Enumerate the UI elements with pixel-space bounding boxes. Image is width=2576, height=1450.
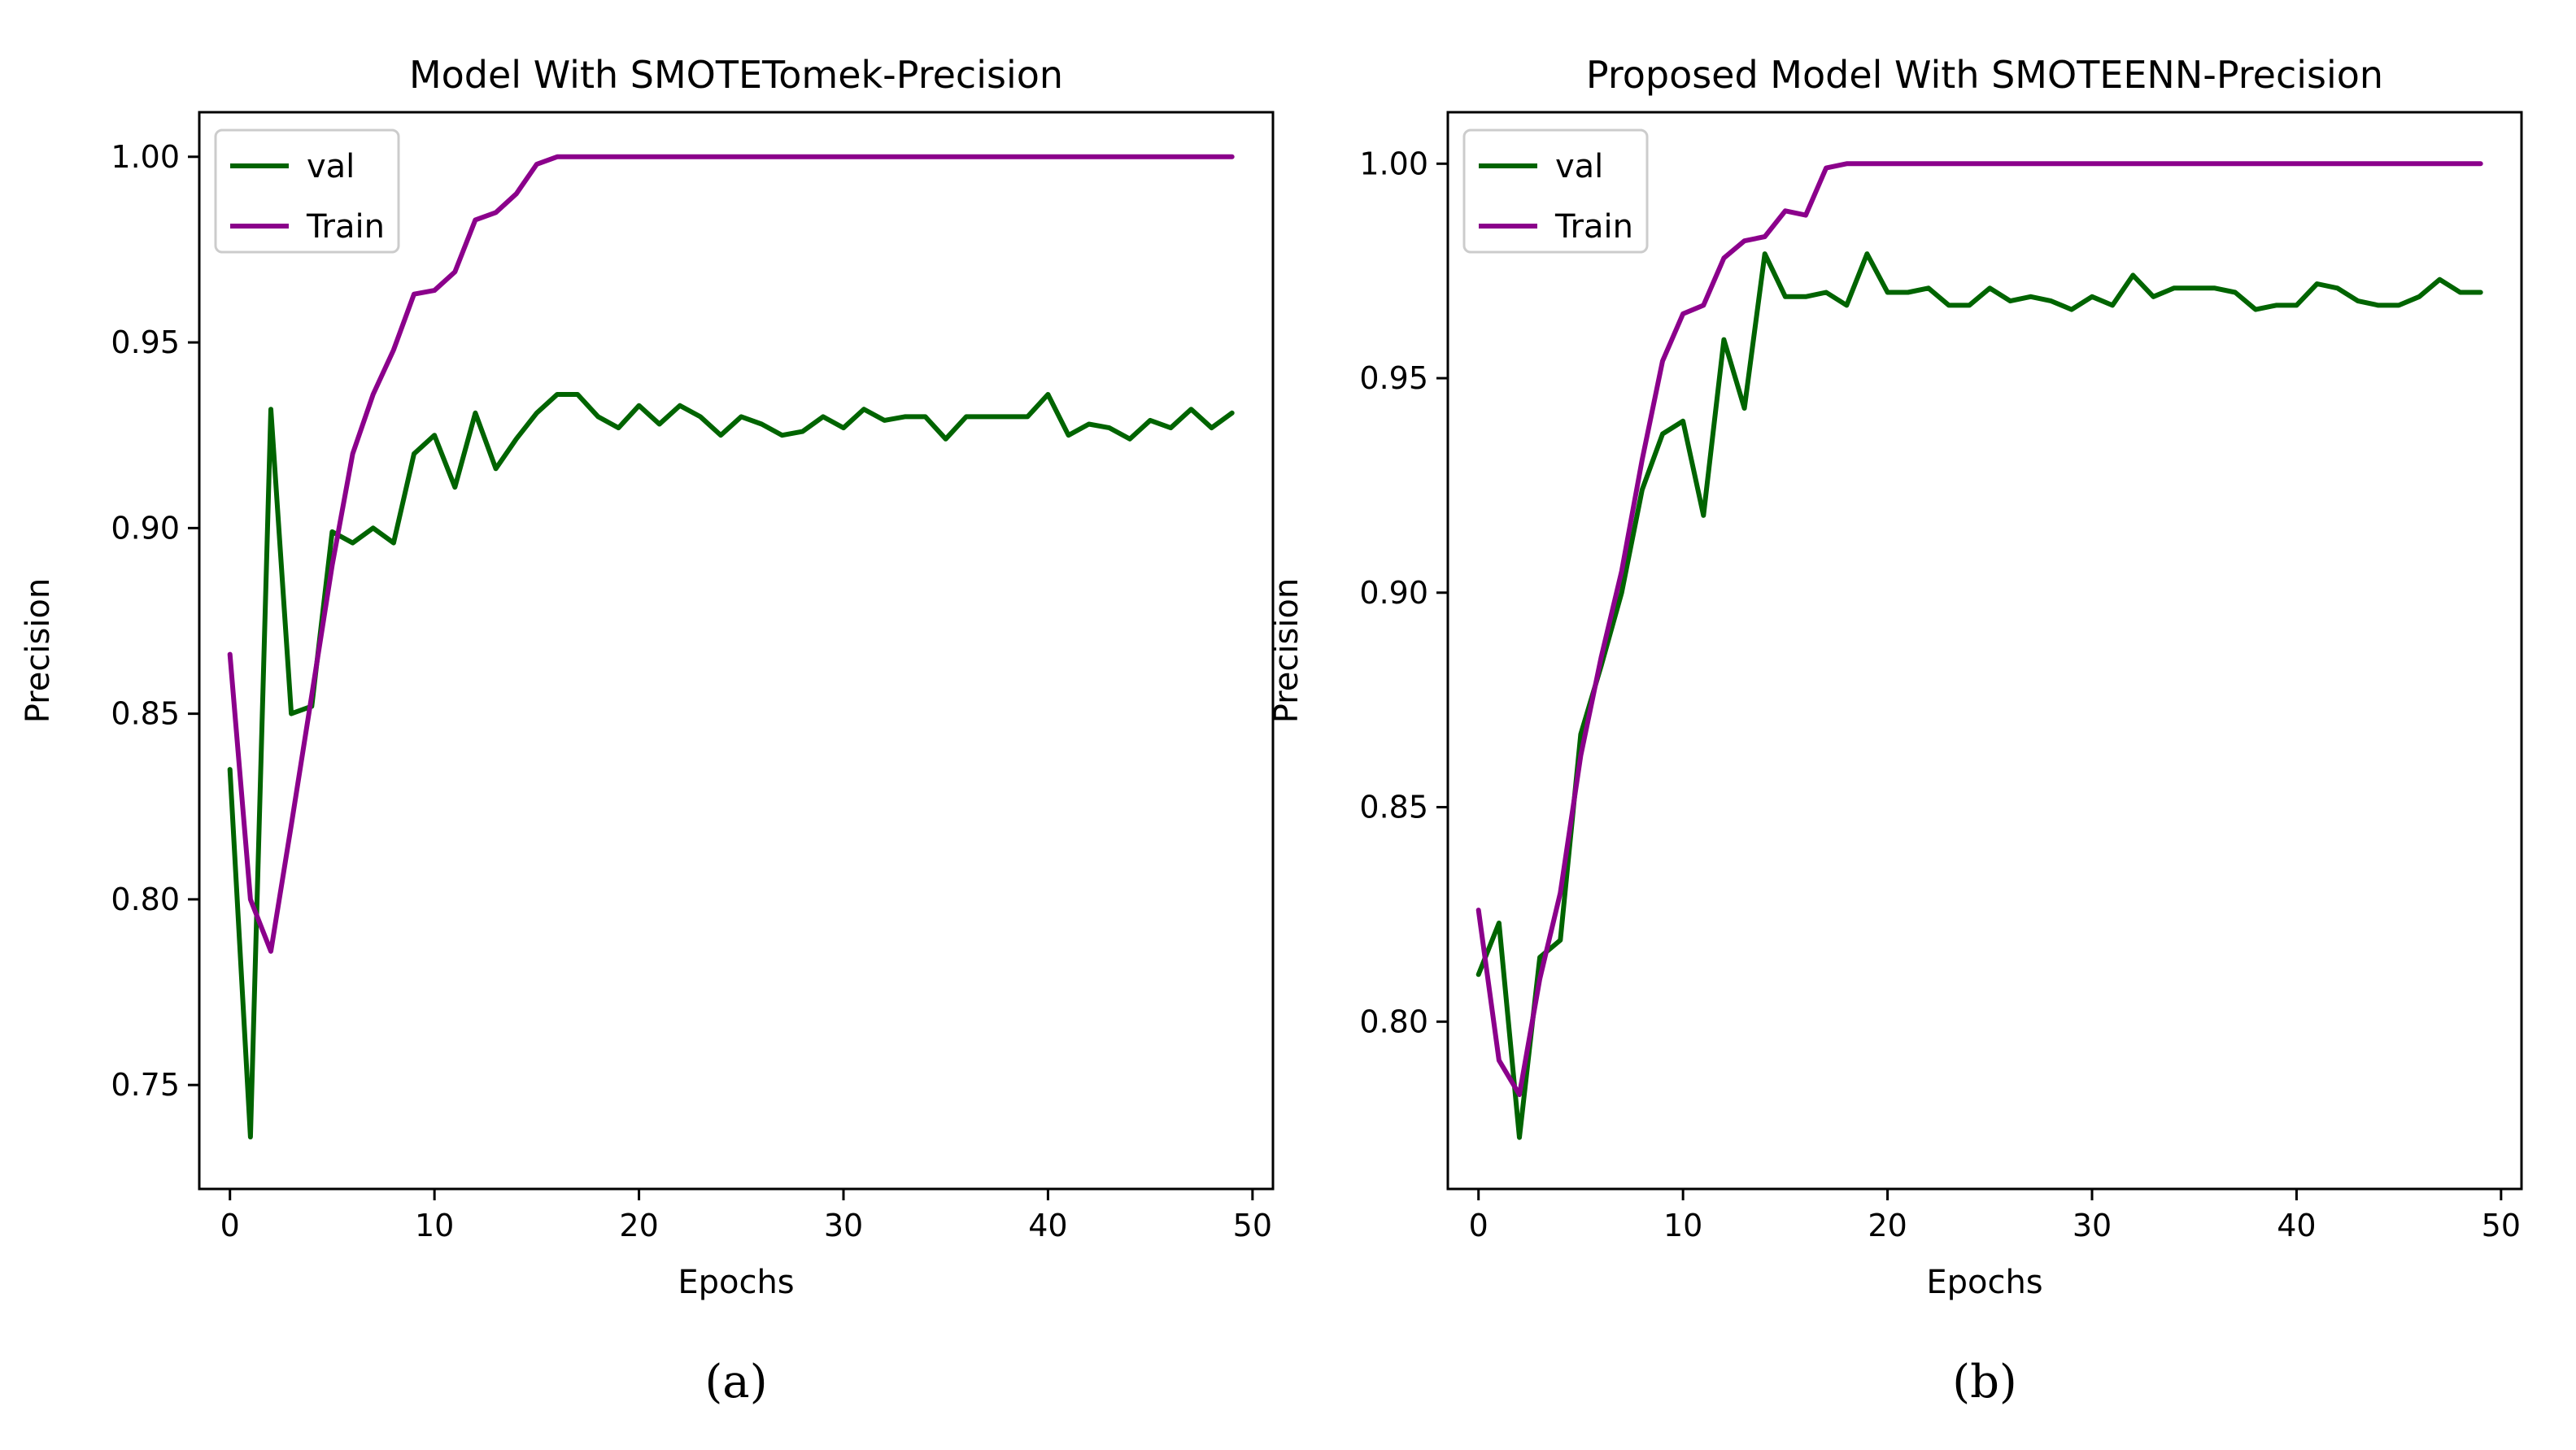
legend-label-val: val [1555,148,1603,185]
x-tick-label: 50 [1233,1208,1272,1243]
legend-label-train: Train [306,208,385,246]
x-tick-label: 10 [1663,1208,1702,1243]
legend-label-val: val [307,148,355,185]
y-tick-label: 0.75 [111,1067,180,1103]
x-tick-label: 40 [2277,1208,2316,1243]
series-line-train [1475,161,2483,1097]
series-line-train [227,154,1235,954]
plot-frame [198,111,1275,1191]
y-tick-label: 1.00 [111,139,180,175]
x-tick-label: 0 [1469,1208,1489,1243]
x-tick-label: 40 [1028,1208,1067,1243]
y-tick-label: 0.90 [111,510,180,546]
x-tick-label: 50 [2482,1208,2521,1243]
chart-title: Proposed Model With SMOTEENN-Precision [1586,53,2383,97]
series-line-val [1475,251,2483,1140]
series-line-val [227,392,1235,1140]
y-axis-label: Precision [1268,578,1305,723]
figure-caption: (b) [1952,1356,2017,1409]
y-tick-label: 0.95 [111,324,180,360]
plot-frame [1446,111,2523,1191]
chart-a: 0 10 20 30 40 50 0.75 0.80 0.85 0.90 0.95 1.00 Model… [20,53,1275,1409]
chart-b: 0 10 20 30 40 50 0.80 0.85 0.90 0.95 1.00 Proposed … [1268,53,2523,1409]
y-tick-label: 0.85 [111,696,180,732]
y-tick-label: 0.80 [1359,1004,1428,1039]
y-tick-label: 0.90 [1359,575,1428,611]
x-tick-label: 20 [1868,1208,1907,1243]
y-tick-label: 0.95 [1359,360,1428,396]
legend-box [1462,128,1649,254]
x-axis-label: Epochs [1926,1264,2042,1301]
x-tick-label: 20 [619,1208,658,1243]
legend-label-train: Train [1554,208,1633,246]
y-tick-label: 0.80 [111,882,180,917]
y-tick-label: 0.85 [1359,790,1428,825]
y-axis-label: Precision [20,578,57,723]
legend-box [214,128,400,254]
figure-caption: (a) [704,1356,767,1409]
x-tick-label: 30 [824,1208,863,1243]
x-axis-label: Epochs [678,1264,794,1301]
x-tick-label: 30 [2073,1208,2112,1243]
x-tick-label: 0 [220,1208,240,1243]
y-tick-label: 1.00 [1359,146,1428,181]
chart-title: Model With SMOTETomek-Precision [409,53,1063,97]
x-tick-label: 10 [415,1208,454,1243]
